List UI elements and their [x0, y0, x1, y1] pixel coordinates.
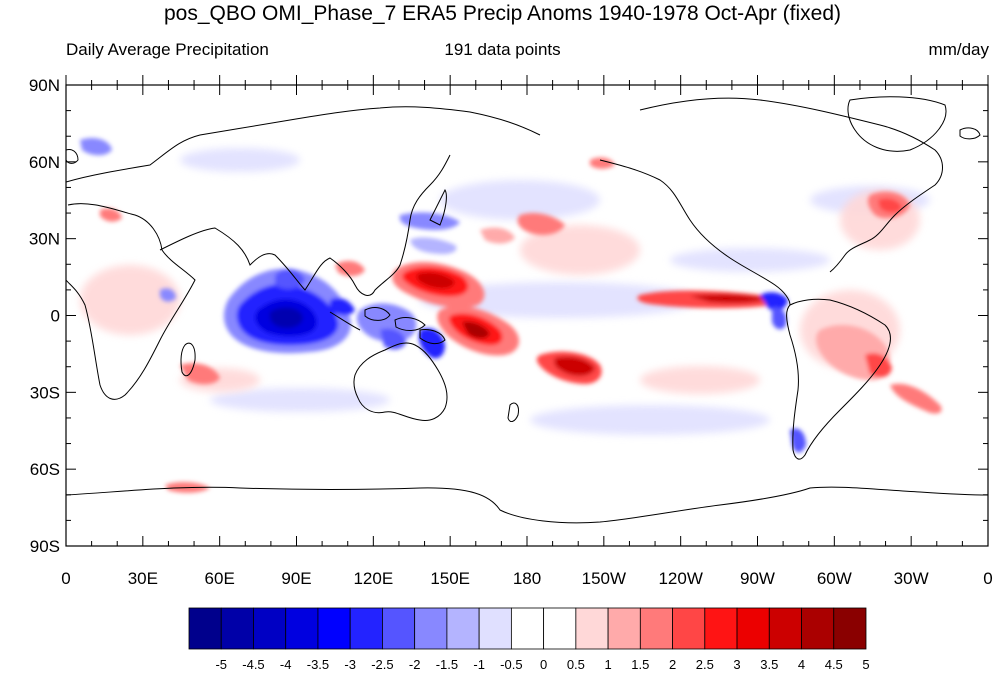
colorbar — [188, 607, 867, 650]
lon-label: 30E — [128, 569, 158, 588]
lon-label: 120W — [658, 569, 702, 588]
lat-label: 60S — [30, 460, 60, 479]
lat-label: 60N — [29, 153, 60, 172]
lat-label: 90S — [30, 537, 60, 556]
lon-label: 150E — [430, 569, 470, 588]
lon-label: 180 — [513, 569, 541, 588]
colorbar-swatch — [639, 607, 673, 650]
anomaly-field — [80, 138, 942, 493]
units-label: mm/day — [928, 40, 989, 59]
colorbar-swatch — [575, 607, 609, 650]
colorbar-label: 3 — [733, 657, 740, 672]
colorbar-swatch — [478, 607, 512, 650]
lon-label: 90E — [281, 569, 311, 588]
colorbar-swatch — [285, 607, 319, 650]
lon-label: 0 — [61, 569, 70, 588]
lat-label: 30N — [29, 230, 60, 249]
colorbar-label: 4 — [798, 657, 805, 672]
map-title: pos_QBO OMI_Phase_7 ERA5 Precip Anoms 19… — [164, 2, 841, 25]
colorbar-swatch — [349, 607, 383, 650]
lat-tick-labels: 90N 60N 30N 0 30S 60S 90S — [29, 76, 60, 556]
subtitle-left: Daily Average Precipitation — [66, 40, 269, 59]
colorbar-label: 3.5 — [760, 657, 778, 672]
colorbar-label: -1.5 — [436, 657, 458, 672]
lat-label: 0 — [51, 307, 60, 326]
subtitle-center: 191 data points — [444, 40, 561, 59]
colorbar-label: -2.5 — [371, 657, 393, 672]
colorbar-label: 2.5 — [696, 657, 714, 672]
colorbar-swatch — [253, 607, 287, 650]
colorbar-label: -4.5 — [242, 657, 264, 672]
colorbar-labels: -5 -4.5 -4 -3.5 -3 -2.5 -2 -1.5 -1 -0.5 0 0.5 1 1.5 2 2… — [215, 657, 869, 672]
colorbar-swatch — [317, 607, 351, 650]
coastlines — [66, 96, 988, 524]
lon-label: 90W — [740, 569, 775, 588]
colorbar-label: 1.5 — [631, 657, 649, 672]
colorbar-swatch — [220, 607, 254, 650]
colorbar-label: -2 — [409, 657, 421, 672]
colorbar-label: 2 — [669, 657, 676, 672]
lon-tick-labels: 0 30E 60E 90E 120E 150E 180 150W 120W 90W 60W 30W 0 — [61, 569, 992, 588]
colorbar-label: -5 — [215, 657, 227, 672]
colorbar-swatch — [672, 607, 706, 650]
colorbar-swatch — [833, 607, 867, 650]
lon-label: 60W — [817, 569, 852, 588]
lon-label: 120E — [353, 569, 393, 588]
lon-label: 60E — [205, 569, 235, 588]
colorbar-label: -3 — [344, 657, 356, 672]
colorbar-label: -0.5 — [500, 657, 522, 672]
lat-label: 90N — [29, 76, 60, 95]
colorbar-swatch — [382, 607, 416, 650]
colorbar-swatch — [736, 607, 770, 650]
colorbar-swatch — [768, 607, 802, 650]
colorbar-swatch — [801, 607, 835, 650]
colorbar-swatch — [543, 607, 577, 650]
axis-ticks — [65, 75, 989, 547]
colorbar-label: 0 — [540, 657, 547, 672]
colorbar-label: -4 — [280, 657, 292, 672]
colorbar-swatch — [188, 607, 222, 650]
colorbar-label: 4.5 — [825, 657, 843, 672]
colorbar-swatch — [446, 607, 480, 650]
colorbar-swatch — [510, 607, 545, 650]
colorbar-label: 1 — [604, 657, 611, 672]
colorbar-label: 5 — [862, 657, 869, 672]
colorbar-swatch — [414, 607, 448, 650]
lat-label: 30S — [30, 383, 60, 402]
colorbar-swatch — [607, 607, 641, 650]
lon-label: 30W — [894, 569, 929, 588]
lon-label: 150W — [582, 569, 626, 588]
colorbar-label: -1 — [473, 657, 485, 672]
colorbar-label: 0.5 — [567, 657, 585, 672]
colorbar-swatch — [704, 607, 738, 650]
lon-label: 0 — [983, 569, 992, 588]
colorbar-label: -3.5 — [307, 657, 329, 672]
